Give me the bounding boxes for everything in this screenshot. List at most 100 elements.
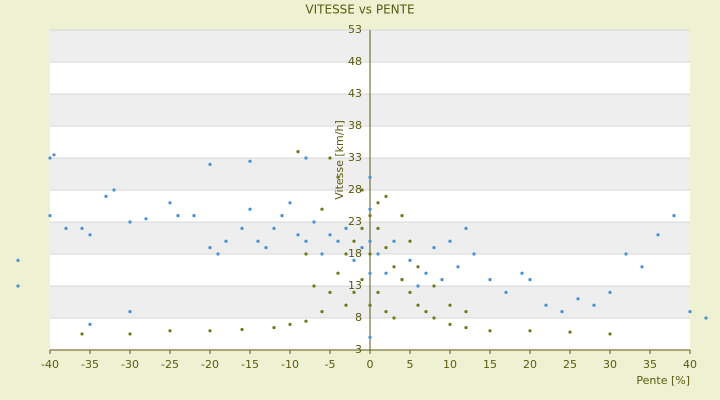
point [704, 316, 708, 320]
point [304, 239, 308, 243]
point [608, 290, 612, 294]
y-tick-label: 23 [348, 215, 362, 228]
point [568, 330, 572, 334]
point [352, 290, 356, 294]
y-tick-label: 8 [355, 311, 362, 324]
point [384, 271, 388, 275]
point [272, 226, 276, 230]
point [608, 332, 612, 336]
y-tick-label: 33 [348, 151, 362, 164]
x-tick-label: 5 [407, 358, 414, 371]
x-tick-label: -30 [121, 358, 139, 371]
point [352, 258, 356, 262]
x-axis-title: Pente [%] [636, 374, 690, 387]
point [440, 278, 444, 282]
x-tick-label: -20 [201, 358, 219, 371]
point [272, 326, 276, 330]
point [344, 226, 348, 230]
x-tick-label: 40 [683, 358, 697, 371]
point [288, 322, 292, 326]
point [328, 290, 332, 294]
point [432, 316, 436, 320]
point [424, 271, 428, 275]
point [256, 239, 260, 243]
point [360, 188, 364, 192]
point [248, 159, 252, 163]
point [16, 284, 20, 288]
y-tick-label: 48 [348, 55, 362, 68]
point [416, 303, 420, 307]
point [392, 316, 396, 320]
point [336, 239, 340, 243]
point [464, 310, 468, 314]
point [320, 252, 324, 256]
point [352, 239, 356, 243]
point [224, 239, 228, 243]
point [48, 214, 52, 218]
point [288, 201, 292, 205]
x-tick-label: -25 [161, 358, 179, 371]
point [448, 322, 452, 326]
point [208, 329, 212, 333]
point [624, 252, 628, 256]
point [296, 233, 300, 237]
point [576, 297, 580, 301]
point [544, 303, 548, 307]
point [296, 150, 300, 154]
x-tick-label: 15 [483, 358, 497, 371]
x-tick-label: -10 [281, 358, 299, 371]
point [368, 252, 372, 256]
point [392, 239, 396, 243]
point [376, 226, 380, 230]
point [528, 278, 532, 282]
point [368, 214, 372, 218]
point [240, 327, 244, 332]
point [400, 214, 404, 218]
point [304, 156, 308, 160]
point [656, 233, 660, 237]
point [488, 278, 492, 282]
x-tick-label: -15 [241, 358, 259, 371]
point [592, 303, 596, 307]
point [304, 252, 308, 256]
point [400, 278, 404, 282]
point [368, 239, 372, 243]
point [344, 252, 348, 256]
x-tick-label: -35 [81, 358, 99, 371]
point [368, 175, 372, 179]
point [88, 322, 92, 326]
x-tick-label: 25 [563, 358, 577, 371]
point [312, 220, 316, 224]
point [448, 303, 452, 307]
x-tick-label: -40 [41, 358, 59, 371]
point [336, 271, 340, 275]
point [464, 226, 468, 230]
point [416, 284, 420, 288]
point [520, 271, 524, 275]
x-tick-label: 35 [643, 358, 657, 371]
point [360, 246, 364, 250]
point [688, 310, 692, 314]
point [456, 265, 460, 269]
point [248, 207, 252, 211]
point [328, 156, 332, 160]
point [64, 226, 68, 230]
point [328, 233, 332, 237]
point [16, 258, 20, 262]
point [472, 252, 476, 256]
point [128, 220, 132, 224]
point [240, 226, 244, 230]
point [216, 252, 220, 256]
point [320, 207, 324, 211]
point [112, 188, 116, 192]
point [264, 246, 268, 250]
point [192, 214, 196, 218]
point [168, 201, 172, 205]
point [208, 246, 212, 250]
point [376, 290, 380, 294]
point [360, 278, 364, 282]
point [88, 233, 92, 237]
point [80, 226, 84, 230]
point [392, 265, 396, 269]
